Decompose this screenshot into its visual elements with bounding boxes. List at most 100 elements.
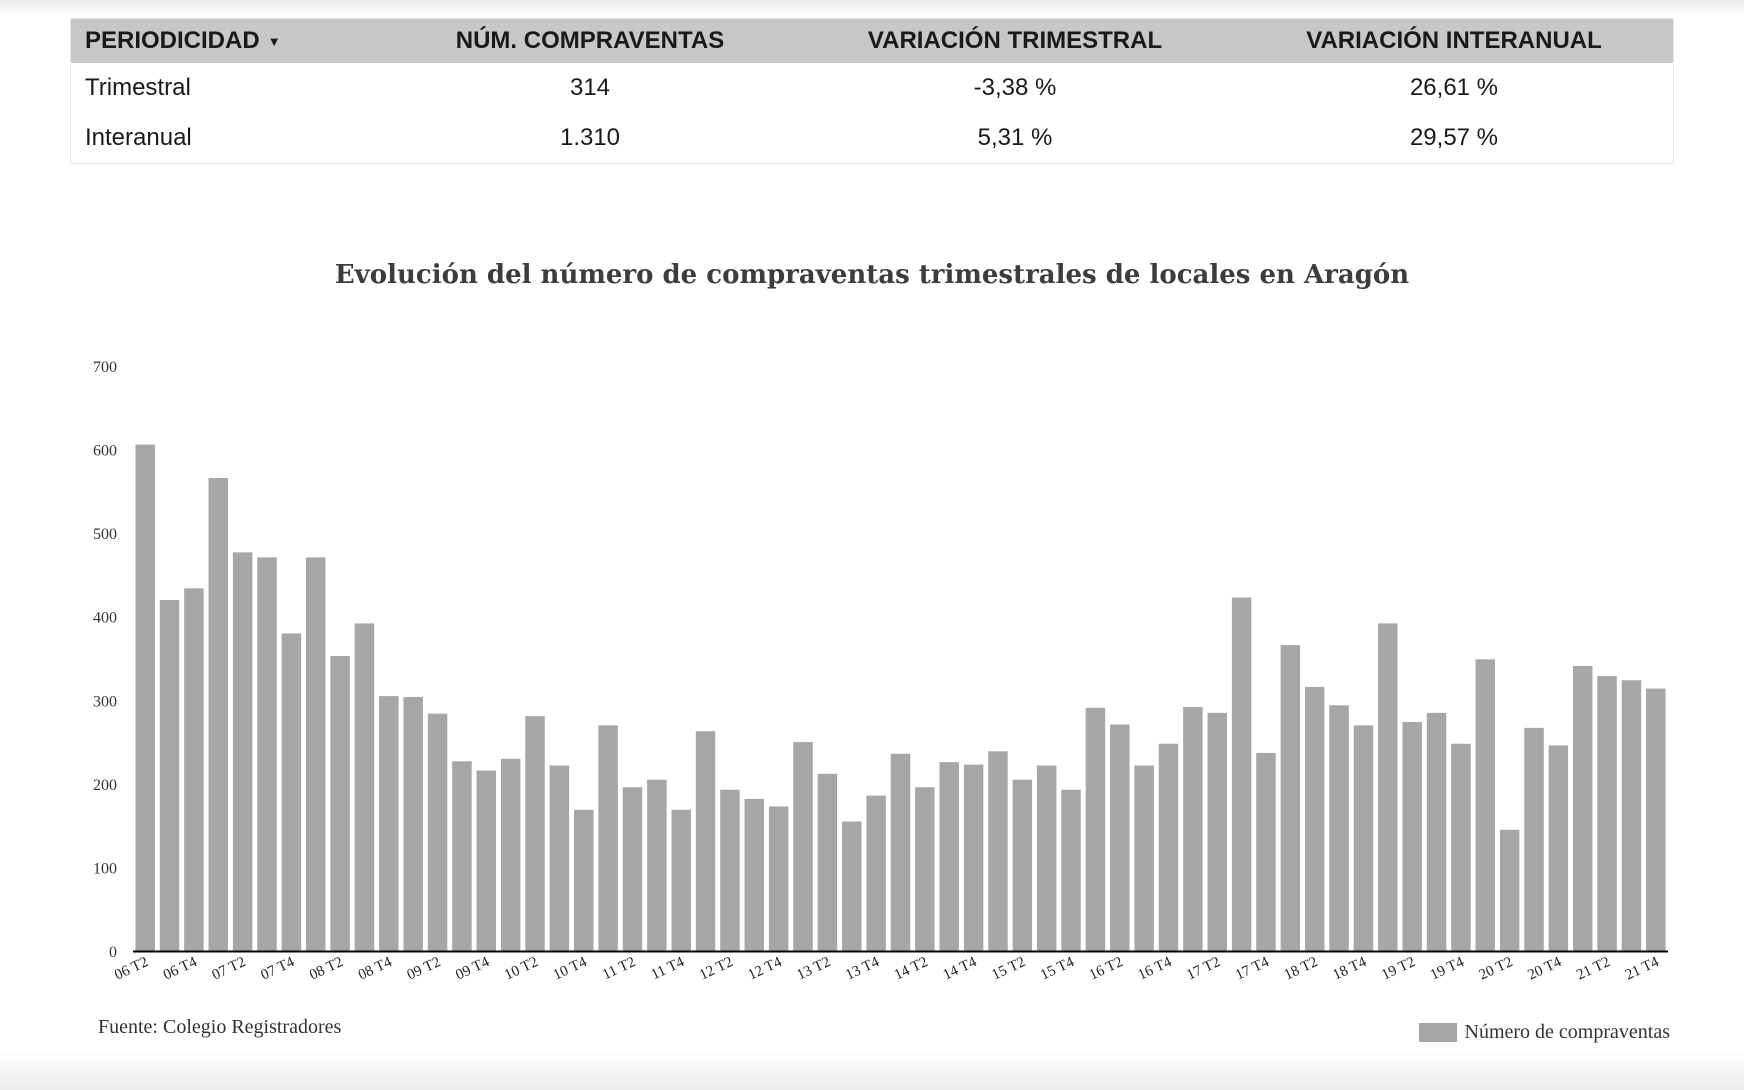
summary-table: PERIODICIDAD ▼ NÚM. COMPRAVENTAS VARIACIÓ… <box>70 18 1674 164</box>
bar <box>574 809 594 951</box>
chart-legend: Número de compraventas <box>1418 1021 1670 1044</box>
bar <box>1378 623 1398 951</box>
y-tick-label: 200 <box>93 777 117 794</box>
bar <box>1524 727 1544 951</box>
caret-down-icon[interactable]: ▼ <box>267 34 281 50</box>
bar <box>452 761 472 951</box>
x-tick-label: 20 T2 <box>1477 954 1516 983</box>
x-tick-label: 15 T2 <box>989 954 1028 983</box>
legend-label: Número de compraventas <box>1464 1021 1670 1043</box>
x-tick-label: 07 T2 <box>210 954 249 983</box>
bar <box>476 770 497 951</box>
row-num-compraventas: 1.310 <box>559 124 621 151</box>
bar <box>135 444 155 951</box>
bar <box>1134 765 1154 951</box>
bar <box>1207 712 1227 951</box>
legend-swatch <box>1418 1023 1457 1042</box>
x-tick-label: 09 T4 <box>453 954 492 984</box>
source-note: Fuente: Colegio Registradores <box>98 1016 342 1038</box>
x-tick-label: 12 T4 <box>746 954 785 984</box>
bar <box>695 731 716 951</box>
row-periodicidad: Trimestral <box>85 74 191 101</box>
bar <box>1475 659 1496 951</box>
x-tick-label: 08 T4 <box>356 954 395 984</box>
x-tick-label: 13 T4 <box>843 954 882 984</box>
table-header-row: PERIODICIDAD ▼ NÚM. COMPRAVENTAS VARIACIÓ… <box>70 18 1674 63</box>
page-bottom-shadow <box>0 1050 1744 1090</box>
row-variacion-trimestral: -3,38 % <box>973 74 1057 101</box>
x-tick-label: 07 T4 <box>258 954 297 984</box>
bar <box>1231 597 1252 951</box>
bar <box>598 725 618 951</box>
bar <box>1426 712 1447 951</box>
bar <box>549 765 570 951</box>
bar <box>1256 752 1276 951</box>
bar <box>1402 722 1422 951</box>
row-periodicidad: Interanual <box>85 124 192 151</box>
bar <box>1451 743 1471 951</box>
x-tick-label: 21 T2 <box>1574 954 1613 983</box>
x-tick-label: 13 T2 <box>794 954 833 983</box>
bar <box>403 696 423 951</box>
y-tick-label: 700 <box>93 359 117 376</box>
x-tick-label: 16 T2 <box>1087 954 1126 983</box>
x-tick-label: 10 T2 <box>502 954 541 983</box>
bar <box>305 557 326 951</box>
bar <box>379 696 399 951</box>
bar <box>1304 686 1325 951</box>
y-tick-label: 0 <box>109 944 117 961</box>
y-tick-label: 300 <box>93 693 117 710</box>
bar <box>744 798 765 951</box>
bar <box>1353 725 1374 951</box>
x-tick-label: 19 T4 <box>1428 954 1467 984</box>
bar <box>1572 666 1593 951</box>
periodicidad-dropdown[interactable]: PERIODICIDAD ▼ <box>70 18 385 63</box>
bar <box>1036 765 1057 951</box>
bar <box>890 753 911 951</box>
table-row: Interanual 1.310 5,31 % 29,57 % <box>71 113 1674 164</box>
num-compraventas-header: NÚM. COMPRAVENTAS <box>385 18 795 63</box>
bar <box>354 623 375 951</box>
row-variacion-interanual: 29,57 % <box>1409 124 1499 151</box>
bar <box>281 633 302 951</box>
y-tick-label: 100 <box>93 860 117 877</box>
y-tick-label: 400 <box>93 610 117 627</box>
x-tick-label: 14 T4 <box>941 954 980 984</box>
bar <box>1280 645 1301 951</box>
bar <box>1548 745 1569 951</box>
chart-title: Evolución del número de compraventas tri… <box>334 260 1410 290</box>
bar <box>1646 688 1666 951</box>
x-tick-label: 16 T4 <box>1136 954 1175 984</box>
x-tick-label: 18 T4 <box>1331 954 1370 984</box>
bar <box>1329 705 1349 951</box>
x-tick-label: 20 T4 <box>1525 954 1564 984</box>
x-tick-label: 17 T4 <box>1233 954 1272 984</box>
bar <box>1085 707 1106 951</box>
x-tick-label: 06 T2 <box>112 954 151 983</box>
variacion-trimestral-header: VARIACIÓN TRIMESTRAL <box>795 18 1235 63</box>
bar <box>1158 743 1179 951</box>
bar <box>647 779 667 951</box>
page-top-shadow <box>0 0 1744 14</box>
bar <box>500 758 521 951</box>
bar <box>257 557 277 951</box>
bar <box>1183 706 1203 951</box>
bar <box>1499 829 1520 951</box>
bar <box>232 552 253 951</box>
x-tick-label: 10 T4 <box>551 954 590 984</box>
x-tick-label: 19 T2 <box>1379 954 1418 983</box>
x-tick-label: 06 T4 <box>161 954 200 984</box>
bar <box>330 655 350 951</box>
x-tick-label: 21 T4 <box>1623 954 1662 984</box>
bar-chart: 0 100 200 300 400 500 600 700 06 T2 06 T4 07 T2 07 … <box>93 359 1668 984</box>
x-tick-label: 14 T2 <box>892 954 931 983</box>
variacion-interanual-header: VARIACIÓN INTERANUAL <box>1235 18 1674 63</box>
bar <box>622 787 643 951</box>
x-tick-label: 08 T2 <box>307 954 346 983</box>
bar <box>208 477 229 951</box>
bar <box>184 588 204 951</box>
y-tick-label: 500 <box>93 526 117 543</box>
bar <box>671 809 691 951</box>
bar <box>817 773 838 951</box>
x-tick-label: 18 T2 <box>1282 954 1321 983</box>
